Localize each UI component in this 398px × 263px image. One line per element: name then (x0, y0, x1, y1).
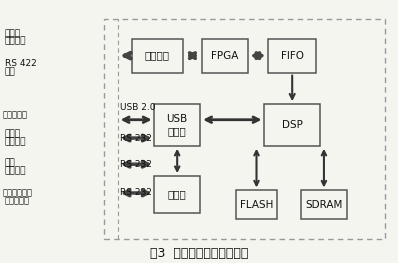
FancyBboxPatch shape (301, 190, 347, 219)
FancyBboxPatch shape (154, 176, 200, 213)
FancyBboxPatch shape (154, 104, 200, 146)
FancyBboxPatch shape (132, 39, 183, 73)
Text: 主控: 主控 (5, 67, 16, 76)
Text: RS 422: RS 422 (5, 59, 36, 68)
Text: 图3  实时信息处理机结构图: 图3 实时信息处理机结构图 (150, 247, 248, 260)
FancyBboxPatch shape (202, 39, 248, 73)
Text: FPGA: FPGA (211, 51, 238, 61)
Text: 热像仪: 热像仪 (5, 29, 21, 38)
Text: USB 2.0: USB 2.0 (120, 103, 155, 113)
Text: 伺服分: 伺服分 (5, 130, 21, 139)
Text: 陀螺仪接口: 陀螺仪接口 (5, 196, 30, 205)
Text: RS 232: RS 232 (120, 134, 152, 143)
Text: SDRAM: SDRAM (305, 200, 343, 210)
Text: 上报接口: 上报接口 (5, 166, 26, 175)
FancyBboxPatch shape (268, 39, 316, 73)
Text: RS 232: RS 232 (120, 160, 152, 169)
Text: FIFO: FIFO (281, 51, 304, 61)
Text: 电平转换: 电平转换 (145, 51, 170, 61)
Text: 系统通信: 系统通信 (5, 138, 26, 146)
Text: 计算机通信: 计算机通信 (3, 110, 28, 119)
Text: USB
控制器: USB 控制器 (166, 114, 188, 136)
Text: DSP: DSP (282, 120, 302, 130)
Text: 扩展口: 扩展口 (168, 189, 187, 199)
Text: 数字图像: 数字图像 (5, 37, 26, 46)
FancyBboxPatch shape (264, 104, 320, 146)
Text: FLASH: FLASH (240, 200, 273, 210)
Text: RS 232: RS 232 (120, 189, 152, 198)
Text: 倾斜测距仪、: 倾斜测距仪、 (3, 189, 33, 198)
FancyBboxPatch shape (236, 190, 277, 219)
Text: 扩展: 扩展 (5, 158, 16, 167)
